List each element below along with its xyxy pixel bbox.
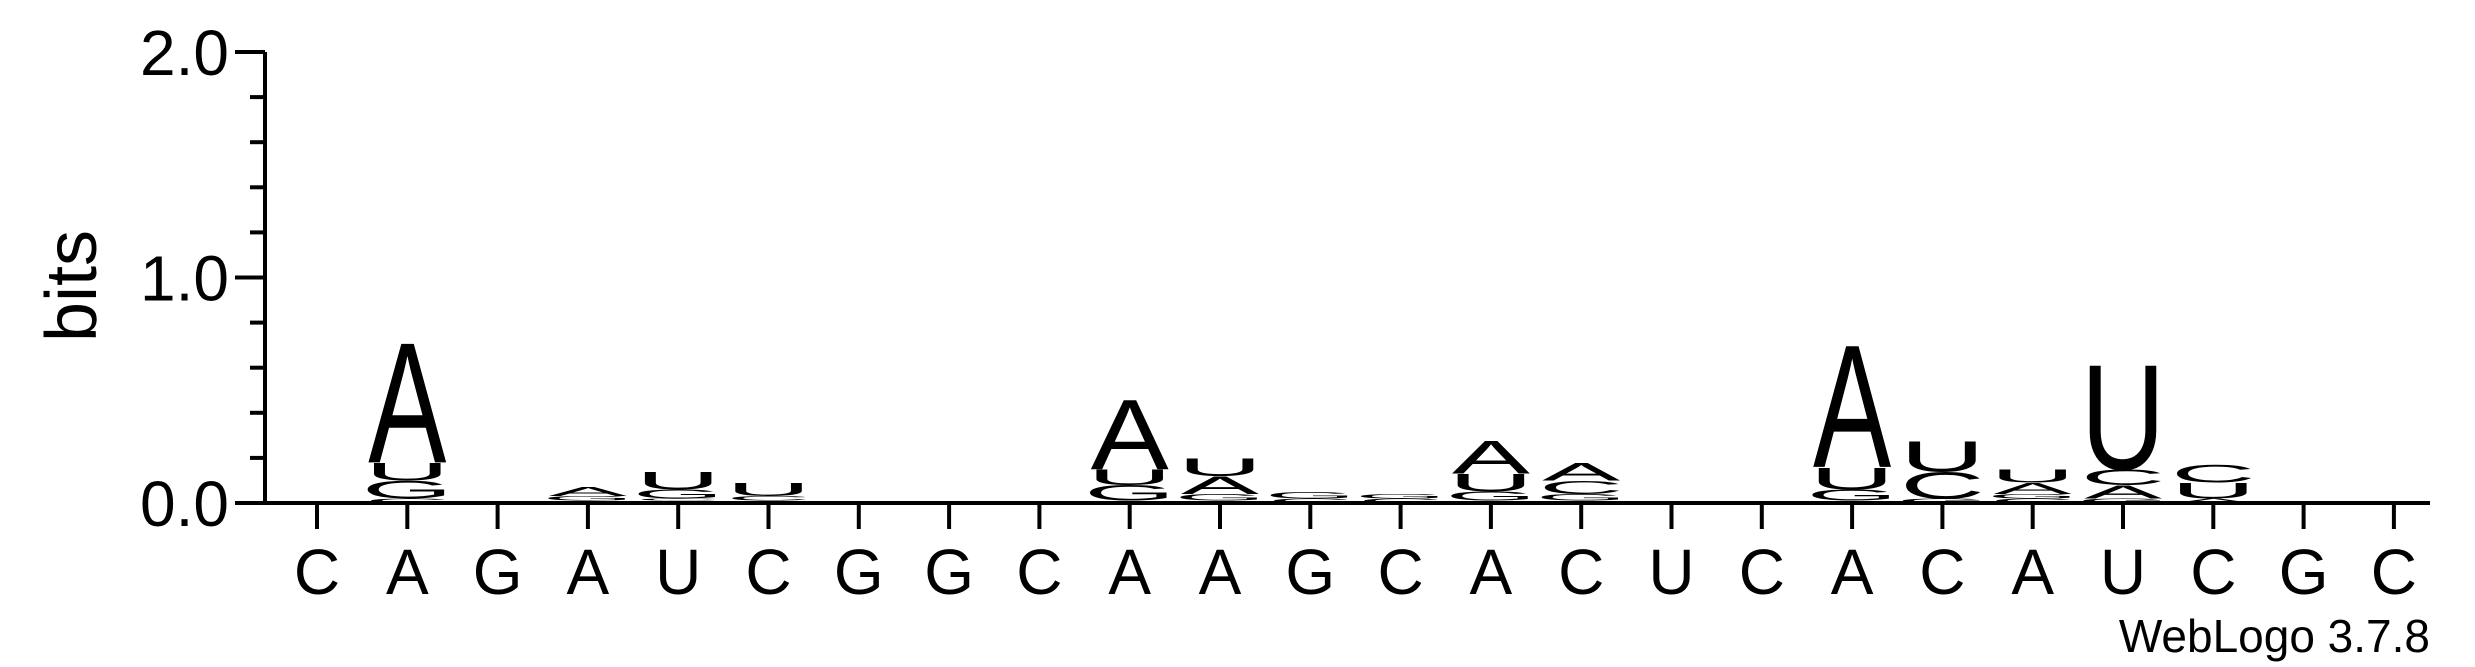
logo-letter: G xyxy=(633,487,724,501)
logo-letter: U xyxy=(1178,453,1263,481)
logo-letter: C xyxy=(1990,497,2075,504)
y-tick-label: 0.0 xyxy=(140,468,229,540)
x-tick-label: C xyxy=(1919,536,1965,608)
logo-letter: A xyxy=(2174,497,2253,504)
logo-letter: G xyxy=(1445,489,1536,503)
logo-letter: U xyxy=(2352,500,2437,504)
x-tick-label: C xyxy=(1377,536,1423,608)
logo-letter: C xyxy=(2081,465,2166,489)
logo-letter: C xyxy=(1087,500,1172,504)
logo-letter: A xyxy=(1091,379,1169,491)
logo-letter: C xyxy=(1268,497,1353,504)
logo-letter: G xyxy=(1987,493,2078,500)
x-tick-label: G xyxy=(1285,536,1335,608)
logo-letter: C xyxy=(1358,497,1443,504)
logo-letter: U xyxy=(1629,500,1714,504)
logo-letter: U xyxy=(1900,432,1985,481)
logo-letter: C xyxy=(1810,500,1895,504)
logo-letter: G xyxy=(1174,492,1265,503)
logo-letter: A xyxy=(2084,481,2162,502)
logo-letter: A xyxy=(729,500,808,504)
x-tick-label: A xyxy=(386,536,429,608)
x-tick-label: C xyxy=(2190,536,2236,608)
logo-letter: C xyxy=(275,500,360,504)
logo-letter: A xyxy=(1181,471,1260,499)
x-tick-label: G xyxy=(924,536,974,608)
logo-letter: U xyxy=(1539,500,1624,504)
x-tick-label: A xyxy=(1108,536,1151,608)
logo-letter: A xyxy=(368,308,446,500)
x-tick-label: U xyxy=(1648,536,1694,608)
logo-letter: A xyxy=(639,500,718,504)
logo-letter: U xyxy=(726,479,811,500)
x-tick-label: G xyxy=(2279,536,2329,608)
logo-letter: G xyxy=(1897,497,1988,504)
logo-letter: G xyxy=(2077,497,2168,504)
logo-letter: G xyxy=(1807,487,1898,505)
y-axis-label: bits xyxy=(32,230,112,342)
logo-letter: G xyxy=(1355,493,1446,500)
logo-letter: A xyxy=(549,485,628,499)
logo-letter: G xyxy=(542,495,633,502)
logo-letter: C xyxy=(1449,500,1534,504)
logo-letter: G xyxy=(362,476,453,504)
x-tick-label: C xyxy=(2371,536,2417,608)
x-tick-label: U xyxy=(2100,536,2146,608)
logo-letter: A xyxy=(1813,308,1892,504)
credit: WebLogo 3.7.8 xyxy=(2119,610,2430,662)
logo-letter: C xyxy=(365,497,450,504)
x-tick-label: A xyxy=(2011,536,2054,608)
logo-letter: C xyxy=(1900,465,1985,507)
x-tick-label: G xyxy=(834,536,884,608)
x-tick-label: U xyxy=(655,536,701,608)
x-tick-label: C xyxy=(1558,536,1604,608)
logo-letter: C xyxy=(1539,477,1624,498)
x-tick-label: A xyxy=(1199,536,1242,608)
logo-letter: G xyxy=(1536,492,1627,503)
x-tick-label: C xyxy=(1739,536,1785,608)
logo-letter: A xyxy=(1542,458,1621,486)
x-tick-label: A xyxy=(567,536,610,608)
logo-letter: G xyxy=(1265,490,1356,501)
x-tick-label: C xyxy=(745,536,791,608)
logo-letter: G xyxy=(1084,481,1175,505)
logo-letter: C xyxy=(1178,500,1263,504)
x-tick-label: C xyxy=(1016,536,1062,608)
logo-letter: C xyxy=(636,498,721,502)
logo-letter: U xyxy=(1449,469,1534,497)
logo-letter: G xyxy=(813,500,904,504)
x-tick-label: A xyxy=(1831,536,1874,608)
y-tick-label: 1.0 xyxy=(140,243,229,315)
logo-letter: C xyxy=(726,495,811,502)
x-tick-label: C xyxy=(294,536,340,608)
logo-letter: U xyxy=(636,467,721,495)
y-tick-label: 2.0 xyxy=(140,17,229,89)
logo-letter: U xyxy=(1990,466,2075,487)
logo-letter: C xyxy=(546,500,631,504)
x-tick-label: A xyxy=(1470,536,1513,608)
logo-letter: U xyxy=(2171,479,2256,503)
x-tick-label: G xyxy=(473,536,523,608)
logo-letter: U xyxy=(1087,465,1172,489)
logo-letter: U xyxy=(2081,333,2166,501)
logo-letter: A xyxy=(1994,480,2072,498)
logo-letter: A xyxy=(1452,431,1531,484)
logo-letter: U xyxy=(1810,461,1895,496)
logo-letter: C xyxy=(2171,460,2256,488)
logo-letter: U xyxy=(365,458,450,486)
